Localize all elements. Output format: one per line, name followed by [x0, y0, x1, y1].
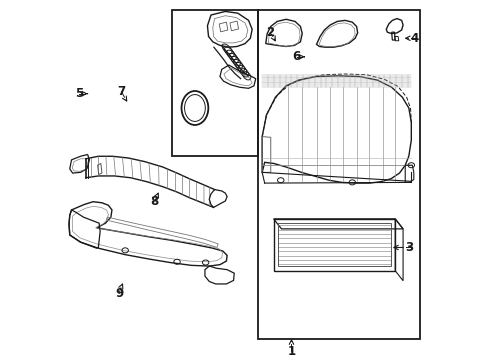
- Text: 4: 4: [411, 32, 419, 45]
- Text: 1: 1: [288, 345, 295, 358]
- Text: 8: 8: [151, 195, 159, 208]
- Bar: [278, 223, 391, 266]
- Text: 9: 9: [115, 287, 123, 300]
- Bar: [258, 10, 420, 339]
- Bar: [172, 10, 258, 156]
- Text: 3: 3: [405, 241, 414, 254]
- Text: 2: 2: [266, 26, 274, 39]
- Text: 6: 6: [293, 50, 301, 63]
- Text: 5: 5: [74, 87, 83, 100]
- Text: 7: 7: [118, 85, 125, 98]
- Bar: [273, 219, 395, 271]
